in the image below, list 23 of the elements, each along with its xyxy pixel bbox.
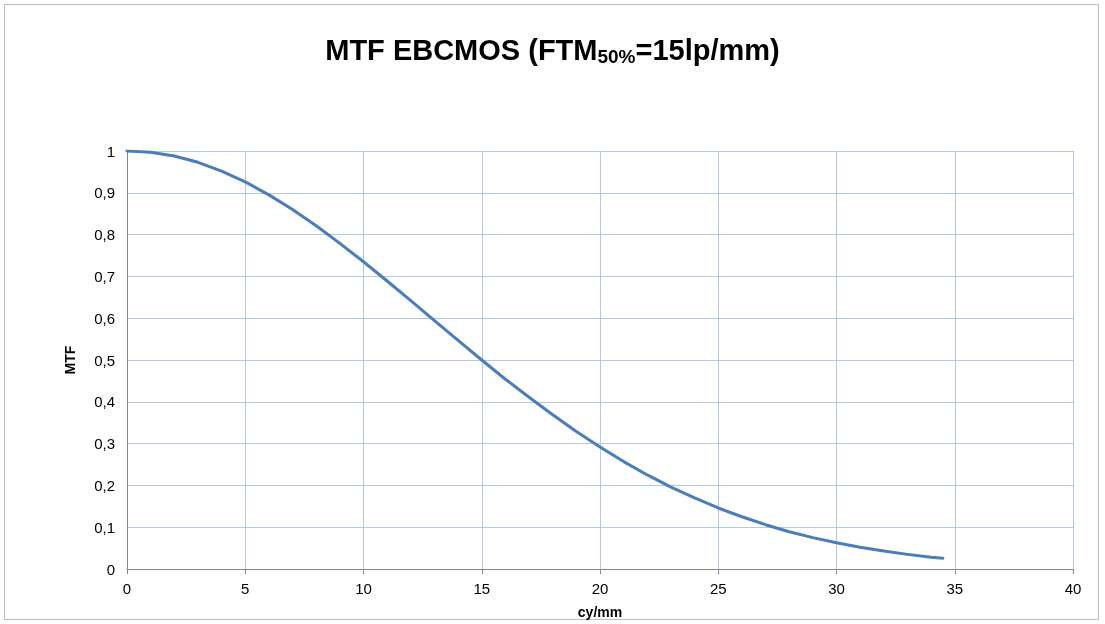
- x-tick-label: 0: [122, 580, 132, 597]
- x-tick-label: 15: [473, 580, 491, 597]
- y-tick-label: 0,5: [94, 351, 115, 369]
- x-axis-title: cy/mm: [577, 604, 623, 620]
- y-tick-label: 0,4: [94, 393, 115, 411]
- x-tick-label: 10: [355, 580, 372, 597]
- y-tick-label: 0,1: [94, 518, 115, 536]
- x-tick-label: 20: [591, 580, 609, 597]
- x-tick-label: 5: [241, 580, 250, 597]
- y-tick-label: 0,2: [94, 476, 115, 494]
- y-tick-label: 0,9: [94, 184, 115, 202]
- y-axis-title: MTF: [62, 345, 78, 375]
- y-tick-label: 0,6: [94, 309, 115, 327]
- y-tick-label: 0: [106, 560, 115, 578]
- line-series: [125, 149, 945, 560]
- y-tick-label: 0,7: [94, 267, 115, 285]
- y-tick-label: 0,8: [94, 226, 115, 244]
- x-tick-label: 30: [828, 580, 845, 597]
- x-tick-label: 35: [946, 580, 964, 597]
- x-tick-label: 40: [1064, 580, 1082, 597]
- y-tick-label: 1: [106, 142, 115, 160]
- x-tick-label: 25: [709, 580, 727, 597]
- y-tick-label: 0,3: [94, 435, 115, 453]
